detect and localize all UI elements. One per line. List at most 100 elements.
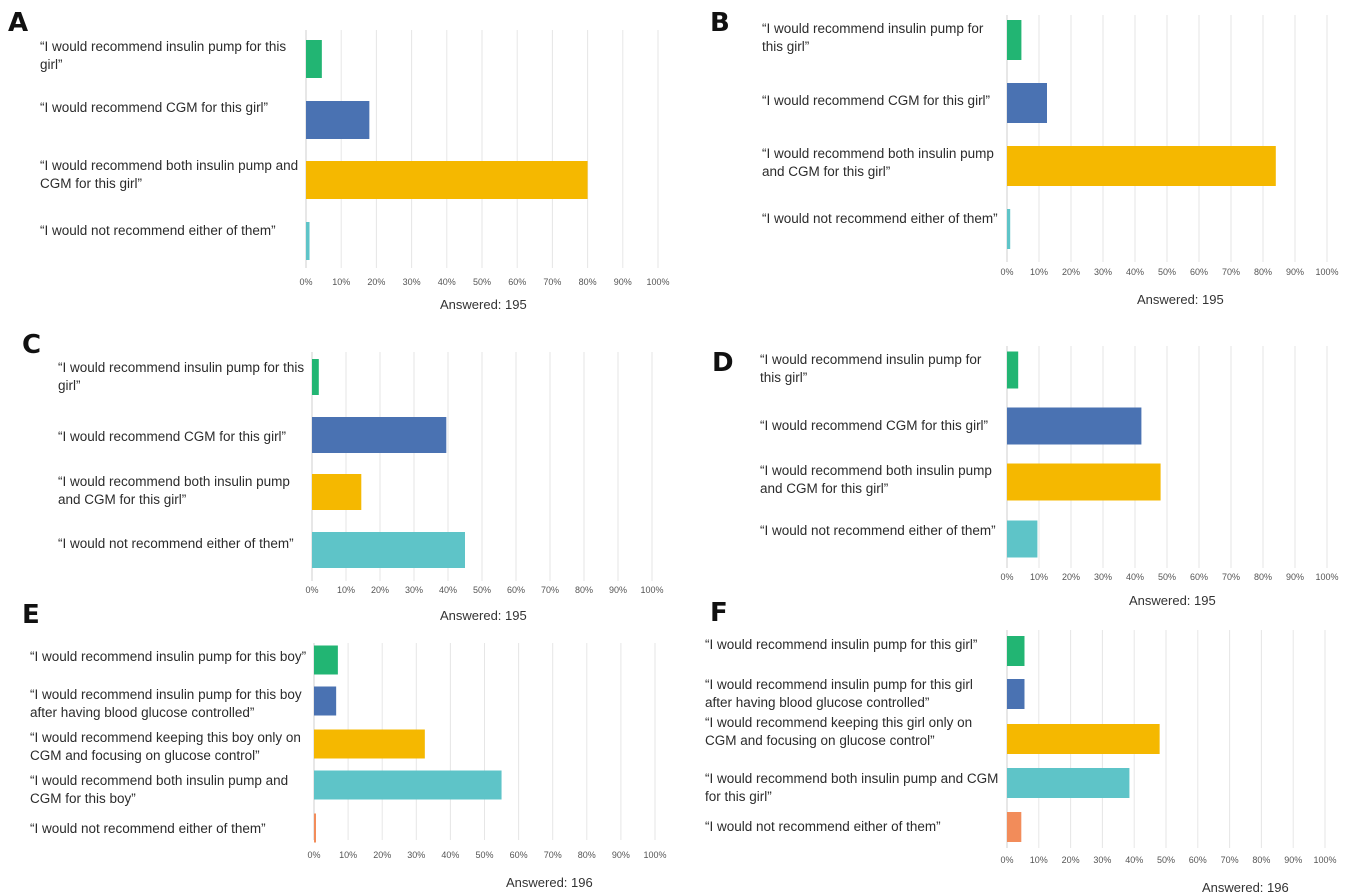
category-label: “I would recommend both insulin pump and… [760, 463, 992, 496]
bar-4 [1007, 209, 1011, 249]
tick-label: 20% [371, 585, 389, 595]
bar-4 [314, 770, 502, 800]
tick-label: 60% [1189, 855, 1207, 865]
tick-label: 40% [1126, 267, 1144, 277]
tick-label: 90% [612, 850, 630, 860]
tick-label: 20% [373, 850, 391, 860]
tick-label: 100% [646, 277, 669, 287]
tick-label: 70% [1222, 267, 1240, 277]
bar-3 [1007, 146, 1276, 186]
tick-label: 40% [438, 277, 456, 287]
tick-label: 20% [367, 277, 385, 287]
category-label: “I would recommend both insulin pump and… [40, 158, 299, 191]
tick-label: 90% [1286, 572, 1304, 582]
tick-label: 100% [643, 850, 666, 860]
tick-label: 50% [1158, 267, 1176, 277]
tick-label: 100% [1313, 855, 1336, 865]
answered-count: Answered: 195 [440, 297, 527, 312]
tick-label: 30% [1094, 572, 1112, 582]
bar-1 [314, 645, 338, 675]
bar-2 [314, 686, 337, 716]
tick-label: 70% [543, 277, 561, 287]
bar-4 [1007, 768, 1130, 798]
bar-4 [312, 532, 465, 568]
category-label: “I would not recommend either of them” [760, 523, 996, 538]
category-label: “I would not recommend either of them” [705, 819, 941, 834]
category-label: “I would recommend insulin pump for this… [705, 637, 978, 652]
bar-1 [1007, 636, 1025, 666]
tick-label: 40% [1126, 572, 1144, 582]
tick-label: 30% [1093, 855, 1111, 865]
category-label: “I would recommend insulin pump for this… [760, 352, 982, 385]
tick-label: 70% [1221, 855, 1239, 865]
tick-label: 30% [405, 585, 423, 595]
panel-letter: A [8, 8, 29, 38]
panel-letter: B [710, 8, 730, 38]
tick-label: 30% [1094, 267, 1112, 277]
tick-label: 10% [1030, 855, 1048, 865]
category-label: “I would recommend CGM for this girl” [58, 429, 287, 444]
tick-label: 30% [407, 850, 425, 860]
tick-label: 90% [1286, 267, 1304, 277]
panel-letter: F [710, 598, 728, 628]
bar-1 [306, 40, 322, 78]
category-label: “I would recommend insulin pump for this… [705, 677, 973, 710]
category-label: “I would recommend insulin pump for this… [30, 649, 307, 664]
tick-label: 60% [1190, 267, 1208, 277]
tick-label: 80% [579, 277, 597, 287]
tick-label: 80% [1252, 855, 1270, 865]
bar-2 [1007, 407, 1142, 445]
tick-label: 10% [1030, 267, 1048, 277]
tick-label: 10% [1030, 572, 1048, 582]
tick-label: 40% [439, 585, 457, 595]
bar-4 [306, 222, 310, 260]
answered-count: Answered: 196 [1202, 880, 1289, 895]
tick-label: 80% [578, 850, 596, 860]
bar-1 [1007, 351, 1019, 389]
bar-2 [312, 417, 447, 453]
tick-label: 50% [473, 585, 491, 595]
tick-label: 10% [339, 850, 357, 860]
tick-label: 50% [473, 277, 491, 287]
tick-label: 10% [337, 585, 355, 595]
category-label: “I would recommend CGM for this girl” [760, 418, 989, 433]
category-label: “I would recommend insulin pump for this… [30, 687, 302, 720]
bar-1 [1007, 20, 1022, 60]
tick-label: 0% [1000, 267, 1013, 277]
tick-label: 60% [507, 585, 525, 595]
bar-3 [312, 474, 362, 510]
category-label: “I would not recommend either of them” [40, 223, 276, 238]
tick-label: 80% [1254, 572, 1272, 582]
bar-2 [1007, 679, 1025, 709]
bar-3 [314, 729, 425, 759]
panel-letter: C [22, 330, 42, 360]
tick-label: 80% [1254, 267, 1272, 277]
category-label: “I would recommend CGM for this girl” [762, 93, 991, 108]
category-label: “I would recommend both insulin pump and… [30, 773, 289, 806]
bar-5 [314, 813, 316, 843]
bar-5 [1007, 812, 1022, 842]
bar-4 [1007, 520, 1038, 558]
tick-label: 70% [544, 850, 562, 860]
bar-2 [306, 101, 370, 139]
bar-2 [1007, 83, 1047, 123]
category-label: “I would recommend both insulin pump and… [762, 146, 994, 179]
tick-label: 20% [1062, 267, 1080, 277]
category-label: “I would not recommend either of them” [762, 211, 998, 226]
tick-label: 60% [1190, 572, 1208, 582]
answered-count: Answered: 196 [506, 875, 593, 890]
category-label: “I would recommend both insulin pump and… [58, 474, 290, 507]
bar-3 [1007, 463, 1161, 501]
tick-label: 90% [609, 585, 627, 595]
tick-label: 60% [510, 850, 528, 860]
tick-label: 50% [1157, 855, 1175, 865]
bar-3 [1007, 724, 1160, 754]
tick-label: 60% [508, 277, 526, 287]
tick-label: 0% [1000, 572, 1013, 582]
tick-label: 100% [1315, 572, 1338, 582]
